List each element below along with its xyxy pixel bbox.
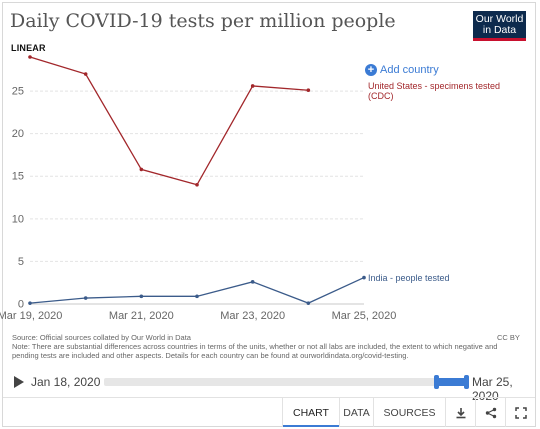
series-label-india[interactable]: India - people tested bbox=[368, 273, 450, 283]
x-tick-labels: Mar 19, 2020 Mar 21, 2020 Mar 23, 2020 Mar … bbox=[0, 310, 396, 322]
data-point[interactable] bbox=[306, 88, 311, 93]
y-tick-label: 0 bbox=[18, 299, 24, 311]
footer-bar: CHART DATA SOURCES bbox=[3, 397, 535, 427]
owid-logo[interactable]: Our World in Data bbox=[473, 11, 526, 41]
timeline-track[interactable] bbox=[104, 375, 469, 389]
source-line: Source: Official sources collated by Our… bbox=[12, 333, 191, 342]
x-tick-label: Mar 21, 2020 bbox=[109, 310, 174, 322]
sources-note: Source: Official sources collated by Our… bbox=[12, 333, 520, 360]
data-point[interactable] bbox=[139, 167, 144, 172]
note-text: Note: There are substantial differences … bbox=[12, 342, 498, 360]
data-point[interactable] bbox=[250, 280, 255, 284]
add-country-button[interactable]: + Add country bbox=[365, 64, 439, 76]
share-icon bbox=[485, 407, 496, 418]
series-label-line: United States - specimens tested bbox=[368, 81, 501, 91]
data-point[interactable] bbox=[362, 275, 366, 280]
timeline-end-label: Mar 25, 2020 bbox=[472, 375, 513, 403]
download-icon bbox=[456, 407, 465, 418]
share-button[interactable] bbox=[475, 398, 505, 427]
y-tick-label: 20 bbox=[12, 128, 24, 140]
series-line-india[interactable] bbox=[29, 277, 365, 304]
tab-sources[interactable]: SOURCES bbox=[373, 398, 445, 427]
gridlines bbox=[30, 90, 364, 305]
chart-card bbox=[2, 2, 536, 427]
series-line-united-states[interactable] bbox=[29, 56, 309, 186]
download-button[interactable] bbox=[445, 398, 475, 427]
x-tick-label: Mar 23, 2020 bbox=[220, 310, 285, 322]
tab-data[interactable]: DATA bbox=[339, 398, 373, 427]
series-label-line: (CDC) bbox=[368, 91, 394, 101]
y-tick-label: 10 bbox=[12, 213, 24, 225]
timeline-end-handle[interactable] bbox=[464, 375, 469, 389]
y-tick-label: 15 bbox=[12, 171, 24, 183]
data-point[interactable] bbox=[195, 182, 199, 187]
y-tick-labels: 0 5 10 15 20 25 bbox=[12, 86, 24, 311]
add-country-label: Add country bbox=[380, 64, 439, 76]
data-point[interactable] bbox=[195, 294, 199, 299]
x-tick-label: Mar 25, 2020 bbox=[332, 310, 397, 322]
y-tick-label: 25 bbox=[12, 86, 24, 98]
fullscreen-icon bbox=[514, 406, 527, 419]
logo-line-1: Our World bbox=[475, 13, 524, 25]
series-label-united-states[interactable]: United States - specimens tested (CDC) bbox=[368, 81, 508, 101]
logo-line-2: in Data bbox=[482, 24, 517, 36]
license-link[interactable]: CC BY bbox=[497, 333, 520, 342]
scale-toggle[interactable]: LINEAR bbox=[11, 43, 46, 53]
data-point[interactable] bbox=[83, 72, 88, 76]
x-tick-label: Mar 19, 2020 bbox=[0, 310, 62, 322]
fullscreen-button[interactable] bbox=[505, 398, 535, 427]
timeline-start-handle[interactable] bbox=[434, 375, 439, 389]
data-point[interactable] bbox=[28, 55, 32, 59]
data-point[interactable] bbox=[306, 301, 311, 305]
data-point[interactable] bbox=[250, 84, 255, 88]
timeline: Jan 18, 2020 Mar 25, 2020 bbox=[0, 370, 540, 403]
timeline-start-label: Jan 18, 2020 bbox=[31, 375, 101, 389]
timeline-selected-range bbox=[436, 378, 468, 386]
y-tick-label: 5 bbox=[18, 256, 24, 268]
chart-title: Daily COVID-19 tests per million people bbox=[10, 10, 396, 32]
data-point[interactable] bbox=[28, 301, 32, 305]
plus-circle-icon: + bbox=[365, 64, 377, 76]
data-point[interactable] bbox=[139, 294, 144, 299]
data-point[interactable] bbox=[83, 296, 88, 300]
play-icon[interactable] bbox=[14, 376, 24, 388]
tab-chart[interactable]: CHART bbox=[282, 398, 339, 427]
line-chart: 0 5 10 15 20 25 Mar 19, 2020 Mar 21, 2020 Mar 2… bbox=[0, 55, 396, 322]
series-lines bbox=[28, 55, 366, 305]
